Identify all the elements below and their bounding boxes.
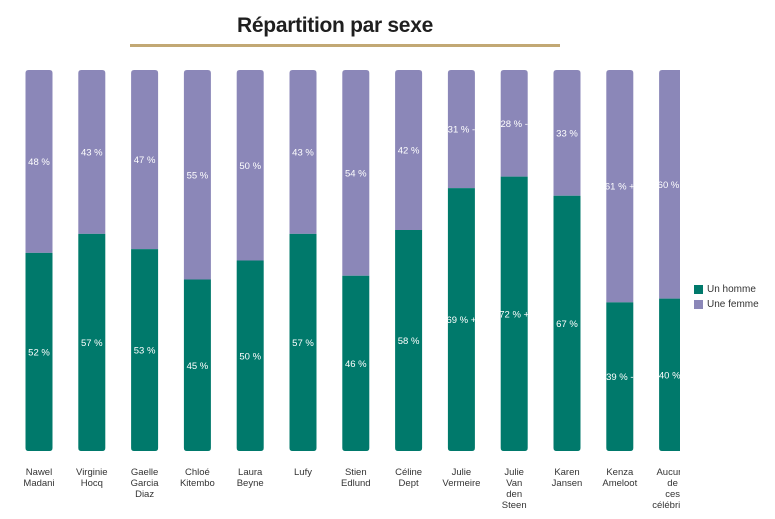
category-label: Aucunedecescélébrités xyxy=(652,467,680,511)
bar-segment-une-femme xyxy=(25,70,53,253)
data-label-une-femme: 28 % - xyxy=(500,119,527,130)
data-label-un-homme: 67 % xyxy=(556,319,578,330)
bar-segment-un-homme xyxy=(25,252,53,451)
category-label: Chloé Kitembo xyxy=(180,467,215,489)
legend-swatch-un-homme xyxy=(694,284,703,294)
category-label: Lufy xyxy=(294,467,312,478)
bar-segment-un-homme xyxy=(447,188,475,452)
stacked-bar-chart: 48 % 52 % Nawel Madani 43 % 57 % Virginie Hocq 4… xyxy=(23,70,680,511)
legend-item-une-femme[interactable]: Une femme xyxy=(694,297,759,311)
data-label-une-femme: 61 % + xyxy=(605,182,635,193)
bar-segment-une-femme xyxy=(131,70,159,250)
data-label-une-femme: 31 % - xyxy=(448,125,475,136)
data-label-une-femme: 47 % xyxy=(134,155,156,166)
category-label: Kenza Ameloot xyxy=(602,467,637,489)
data-label-un-homme: 46 % xyxy=(345,359,367,370)
bar-segment-un-homme xyxy=(659,298,680,451)
data-label-un-homme: 40 % - xyxy=(659,370,680,381)
bar-segment-un-homme xyxy=(289,233,317,451)
bar-segment-une-femme xyxy=(395,70,423,231)
category-label: Nawel Madani xyxy=(23,467,54,489)
chart-legend: Un homme Une femme xyxy=(694,282,759,312)
bar-segment-une-femme xyxy=(342,70,370,276)
data-label-un-homme: 53 % xyxy=(134,346,156,357)
legend-swatch-une-femme xyxy=(694,299,703,309)
data-label-une-femme: 50 % xyxy=(239,161,261,172)
legend-label-une-femme: Une femme xyxy=(707,298,759,310)
data-label-une-femme: 55 % xyxy=(187,170,209,181)
category-label: Karen Jansen xyxy=(552,467,583,489)
bar-segment-un-homme xyxy=(606,302,634,451)
bar-segment-une-femme xyxy=(289,70,317,234)
data-label-un-homme: 57 % xyxy=(292,338,314,349)
bar-segment-une-femme xyxy=(553,70,581,196)
data-label-une-femme: 60 % + xyxy=(658,180,680,191)
bar-segment-une-femme xyxy=(500,70,528,177)
bar-segment-une-femme xyxy=(183,70,211,280)
data-label-un-homme: 50 % xyxy=(239,351,261,362)
chart-title: Répartition par sexe xyxy=(237,14,433,37)
category-label: Stien Edlund xyxy=(341,467,371,489)
bar-segment-un-homme xyxy=(131,249,159,451)
bar-segment-une-femme xyxy=(236,70,264,261)
bar-segment-une-femme xyxy=(447,70,475,189)
data-label-une-femme: 54 % xyxy=(345,168,367,179)
bar-segment-une-femme xyxy=(659,70,680,299)
bar-segment-un-homme xyxy=(78,233,106,451)
category-label: Céline Dept xyxy=(395,467,422,489)
data-label-une-femme: 42 % xyxy=(398,146,420,157)
data-label-un-homme: 45 % xyxy=(187,361,209,372)
category-label: Julie Vermeire xyxy=(442,467,480,489)
legend-item-un-homme[interactable]: Un homme xyxy=(694,282,759,296)
bar-segment-un-homme xyxy=(500,176,528,451)
data-label-un-homme: 72 % + xyxy=(499,309,529,320)
data-label-une-femme: 43 % xyxy=(292,147,314,158)
category-label: Julie Van den Steen xyxy=(502,467,527,511)
legend-label-un-homme: Un homme xyxy=(707,283,756,295)
category-label: Gaelle Garcia Diaz xyxy=(131,467,160,500)
bar-segment-une-femme xyxy=(606,70,634,303)
bar-segment-une-femme xyxy=(78,70,106,234)
bar-segment-un-homme xyxy=(236,260,264,451)
category-label: Laura Beyne xyxy=(237,467,264,489)
bar-segment-un-homme xyxy=(395,230,423,451)
bar-segment-un-homme xyxy=(183,279,211,451)
bar-segment-un-homme xyxy=(342,275,370,451)
data-label-un-homme: 57 % xyxy=(81,338,103,349)
data-label-une-femme: 43 % xyxy=(81,147,103,158)
data-label-un-homme: 39 % - xyxy=(606,372,633,383)
data-label-une-femme: 33 % xyxy=(556,128,578,139)
data-label-une-femme: 48 % xyxy=(28,157,50,168)
data-label-un-homme: 52 % xyxy=(28,347,50,358)
category-label: Virginie Hocq xyxy=(76,467,108,489)
bar-segment-un-homme xyxy=(553,195,581,451)
data-label-un-homme: 69 % + xyxy=(446,315,476,326)
data-label-un-homme: 58 % xyxy=(398,336,420,347)
title-underline xyxy=(130,44,560,47)
